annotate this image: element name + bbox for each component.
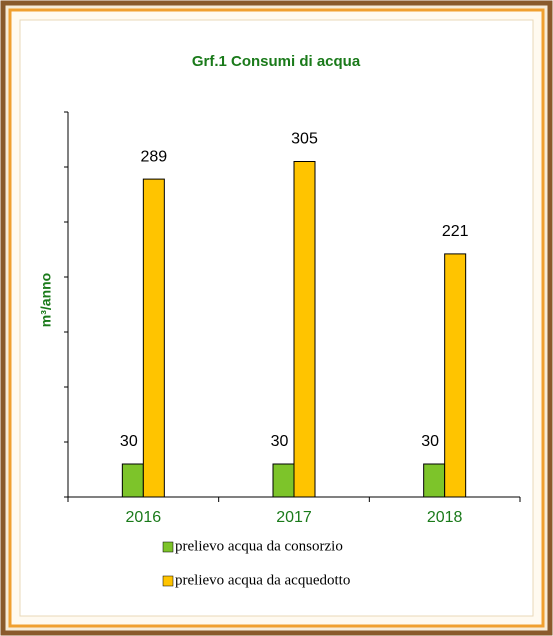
x-tick-label: 2017	[276, 509, 312, 526]
x-tick-label: 2018	[427, 509, 463, 526]
bar	[293, 161, 316, 498]
value-label: 30	[421, 433, 439, 450]
bar	[272, 463, 295, 498]
bar	[142, 178, 165, 498]
chart-title: Grf.1 Consumi di acqua	[192, 53, 361, 70]
x-tick-label: 2016	[126, 509, 162, 526]
value-label: 30	[120, 433, 138, 450]
legend-swatch	[162, 575, 174, 587]
legend-label: prelievo acqua da consorzio	[175, 538, 343, 554]
value-label: 30	[271, 433, 289, 450]
value-label: 221	[442, 223, 469, 240]
value-label: 305	[291, 131, 318, 148]
value-label: 289	[140, 148, 167, 165]
bar	[444, 253, 467, 498]
legend-swatch	[162, 541, 174, 553]
legend-label: prelievo acqua da acquedotto	[175, 572, 350, 588]
bar	[121, 463, 144, 498]
y-axis-label: m³/anno	[38, 273, 54, 327]
bar	[423, 463, 446, 498]
